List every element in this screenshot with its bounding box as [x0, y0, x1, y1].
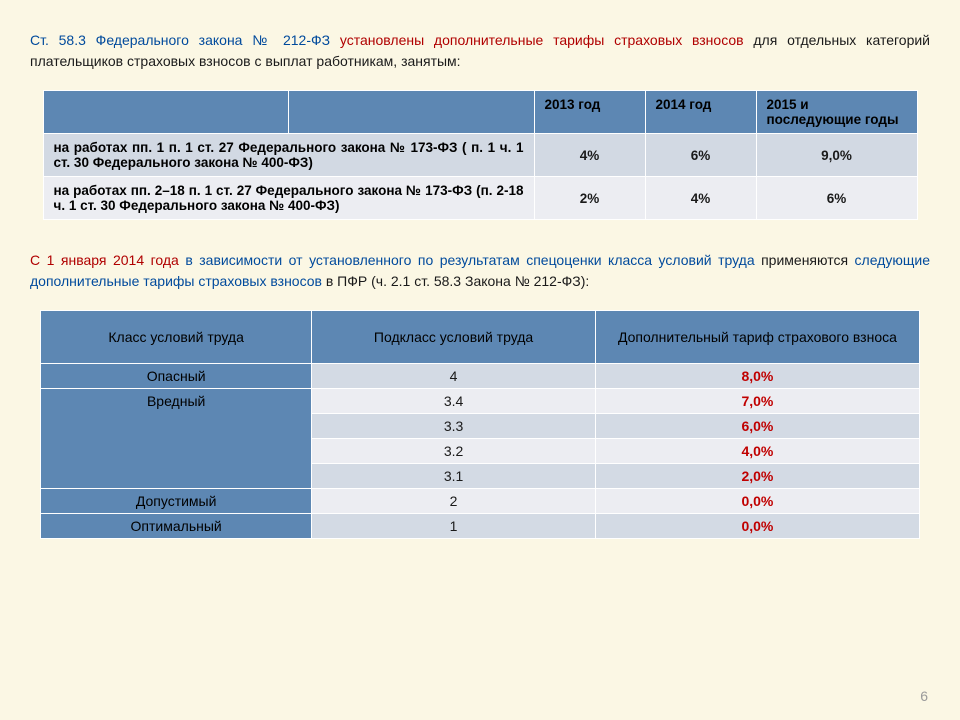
t2-r6-class: Допустимый	[41, 489, 312, 514]
t2-r7-sub: 1	[312, 514, 596, 539]
t1-r1-label: на работах пп. 1 п. 1 ст. 27 Федеральног…	[43, 134, 534, 177]
p2-black2: в ПФР (ч. 2.1 ст. 58.3 Закона № 212-ФЗ):	[322, 273, 589, 289]
t2-r6-tarif: 0,0%	[595, 489, 919, 514]
t1-r2-v3: 6%	[756, 177, 917, 220]
t2-row-6: Допустимый 2 0,0%	[41, 489, 920, 514]
t2-h1: Класс условий труда	[41, 311, 312, 364]
t1-r2-v1: 2%	[534, 177, 645, 220]
t2-r1-sub: 4	[312, 364, 596, 389]
t2-r4-tarif: 4,0%	[595, 439, 919, 464]
t1-corner	[43, 91, 289, 134]
t2-r2-class: Вредный	[41, 389, 312, 489]
t2-h3: Дополнительный тариф страхового взноса	[595, 311, 919, 364]
t2-row-7: Оптимальный 1 0,0%	[41, 514, 920, 539]
paragraph-1: Ст. 58.3 Федерального закона № 212-ФЗ ус…	[30, 30, 930, 72]
tariffs-by-year-table: 2013 год 2014 год 2015 и последующие год…	[43, 90, 918, 220]
t1-year-3: 2015 и последующие годы	[756, 91, 917, 134]
t1-header-row: 2013 год 2014 год 2015 и последующие год…	[43, 91, 917, 134]
t1-r2-label: на работах пп. 2–18 п. 1 ст. 27 Федераль…	[43, 177, 534, 220]
t2-r6-sub: 2	[312, 489, 596, 514]
t1-r1-v2: 6%	[645, 134, 756, 177]
t2-r2-sub: 3.4	[312, 389, 596, 414]
t2-r3-tarif: 6,0%	[595, 414, 919, 439]
page-number: 6	[920, 688, 928, 704]
t1-year-2: 2014 год	[645, 91, 756, 134]
t2-r1-class: Опасный	[41, 364, 312, 389]
t2-h2: Подкласс условий труда	[312, 311, 596, 364]
t2-r7-tarif: 0,0%	[595, 514, 919, 539]
paragraph-2: С 1 января 2014 года в зависимости от ус…	[30, 250, 930, 292]
t2-header-row: Класс условий труда Подкласс условий тру…	[41, 311, 920, 364]
t1-r2-v2: 4%	[645, 177, 756, 220]
t2-r1-tarif: 8,0%	[595, 364, 919, 389]
slide: Ст. 58.3 Федерального закона № 212-ФЗ ус…	[0, 0, 960, 720]
t2-r2-tarif: 7,0%	[595, 389, 919, 414]
t1-year-1: 2013 год	[534, 91, 645, 134]
t1-r1-v3: 9,0%	[756, 134, 917, 177]
t2-row-2: Вредный 3.4 7,0%	[41, 389, 920, 414]
t2-r3-sub: 3.3	[312, 414, 596, 439]
t1-r1-v1: 4%	[534, 134, 645, 177]
p2-black1: применяются	[755, 252, 848, 268]
t2-r5-tarif: 2,0%	[595, 464, 919, 489]
tariffs-by-class-table: Класс условий труда Подкласс условий тру…	[40, 310, 920, 539]
p2-blue1: в зависимости от установленного по резул…	[179, 252, 755, 268]
t2-r5-sub: 3.1	[312, 464, 596, 489]
t1-row-2: на работах пп. 2–18 п. 1 ст. 27 Федераль…	[43, 177, 917, 220]
t1-corner-2	[289, 91, 535, 134]
p1-red: установлены дополнительные тарифы страхо…	[330, 32, 744, 48]
p1-blue: Ст. 58.3 Федерального закона № 212-ФЗ	[30, 32, 330, 48]
t2-r4-sub: 3.2	[312, 439, 596, 464]
t2-row-1: Опасный 4 8,0%	[41, 364, 920, 389]
p2-redlead: С 1 января 2014 года	[30, 252, 179, 268]
t1-row-1: на работах пп. 1 п. 1 ст. 27 Федеральног…	[43, 134, 917, 177]
t2-r7-class: Оптимальный	[41, 514, 312, 539]
